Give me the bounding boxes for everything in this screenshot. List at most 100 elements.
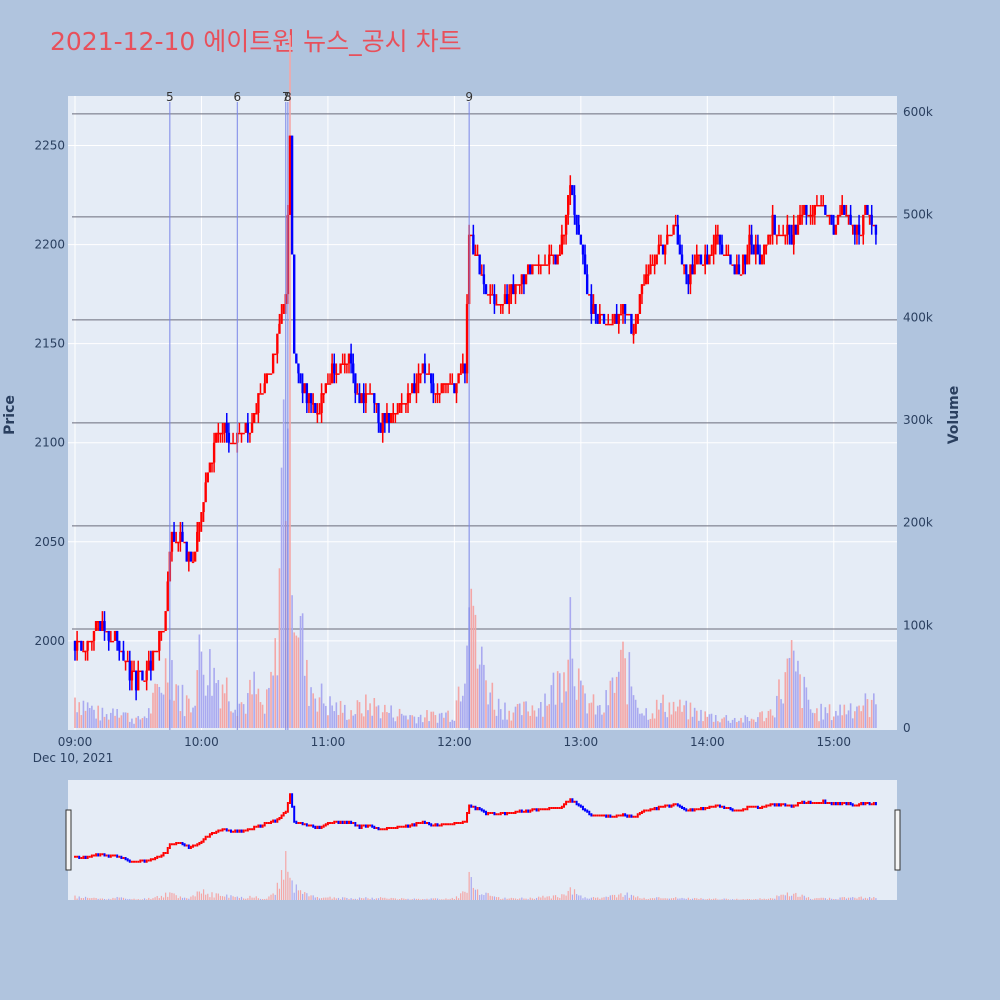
- volume-bar: [91, 705, 93, 728]
- rangeslider-volume: [331, 898, 333, 900]
- candle-body: [320, 393, 323, 413]
- volume-bar: [206, 685, 209, 728]
- volume-bar: [818, 721, 820, 728]
- rangeslider-volume: [548, 896, 550, 900]
- candle-body: [478, 254, 481, 275]
- volume-bar: [303, 675, 306, 728]
- candle-body: [82, 650, 85, 653]
- candle-body: [803, 204, 806, 215]
- rangeslider-volume: [761, 899, 763, 900]
- rangeslider-volume: [344, 897, 346, 900]
- rangeslider-volume: [495, 897, 498, 900]
- volume-bar: [295, 635, 298, 728]
- rangeslider-volume: [554, 895, 557, 900]
- rangeslider-volume: [717, 899, 719, 900]
- volume-bar: [607, 705, 610, 728]
- rangeslider-volume: [388, 898, 390, 900]
- rangeslider-volume: [508, 898, 510, 900]
- rangeslider-volume: [645, 899, 647, 900]
- candle-body: [337, 373, 340, 375]
- candle-body: [274, 353, 277, 356]
- rangeslider-volume: [578, 895, 580, 900]
- volume-bar: [270, 671, 272, 728]
- candle-body: [470, 234, 473, 237]
- rangeslider-volume: [746, 898, 748, 900]
- rangeslider-volume: [514, 898, 517, 900]
- volume-bar: [152, 692, 154, 728]
- candle-body: [322, 393, 325, 395]
- rangeslider-volume: [432, 898, 434, 900]
- volume-bar: [792, 650, 795, 728]
- rangeslider-volume: [557, 897, 559, 900]
- volume-bar: [141, 718, 144, 728]
- candle-body: [375, 403, 378, 405]
- candle-body: [695, 254, 698, 265]
- candle-body: [661, 244, 665, 255]
- candle-body: [362, 393, 365, 404]
- candle-body: [240, 432, 243, 435]
- volume-bar: [421, 722, 424, 728]
- candle-body: [189, 551, 193, 562]
- candle-body: [162, 630, 165, 633]
- candle-body: [153, 650, 157, 653]
- rangeslider-volume: [152, 898, 154, 900]
- volume-bar: [786, 658, 789, 728]
- candle-body: [402, 403, 405, 405]
- candle-body: [763, 244, 766, 255]
- rangeslider-volume: [430, 898, 432, 900]
- candle-body: [343, 363, 346, 365]
- candle-body: [727, 254, 730, 256]
- rangeslider-volume: [506, 898, 508, 900]
- rangeslider-handle-left[interactable]: [65, 809, 72, 871]
- candle-body: [556, 254, 559, 265]
- candle-body: [815, 204, 819, 207]
- rangeslider-volume: [422, 898, 424, 900]
- rangeslider-volume: [552, 895, 555, 900]
- volume-bar: [866, 699, 869, 728]
- rangeslider-volume: [308, 896, 310, 900]
- candle-body: [257, 393, 260, 413]
- volume-bar: [329, 696, 331, 728]
- rangeslider-volume: [828, 897, 831, 900]
- volume-bar: [99, 720, 102, 728]
- volume-bar: [634, 699, 637, 728]
- rangeslider-volume: [217, 893, 219, 900]
- candle-body: [392, 413, 395, 415]
- candle-body: [548, 254, 551, 265]
- rangeslider-volume: [683, 898, 685, 900]
- volume-bar: [474, 614, 477, 728]
- candle-body: [569, 185, 572, 196]
- volume-bar: [162, 694, 165, 728]
- volume-bar: [797, 660, 799, 728]
- candle-body: [459, 373, 462, 375]
- rangeslider-volume: [793, 893, 795, 900]
- candle-body: [779, 234, 783, 237]
- volume-bar: [605, 690, 607, 728]
- candle-body: [872, 224, 876, 227]
- volume-bar: [759, 712, 761, 728]
- candle-body: [722, 254, 726, 256]
- rangeslider-handle-right[interactable]: [894, 809, 901, 871]
- volume-bar: [687, 719, 690, 728]
- volume-bar: [641, 713, 643, 728]
- volume-bar: [681, 711, 683, 728]
- rangeslider-volume: [205, 894, 207, 900]
- volume-bar: [523, 701, 525, 728]
- candle-body: [756, 244, 760, 255]
- volume-bar: [232, 712, 234, 728]
- volume-bar: [457, 686, 460, 728]
- rangeslider-volume: [681, 897, 683, 900]
- candle-body: [687, 274, 690, 285]
- rangeslider-volume: [270, 894, 272, 900]
- rangeslider-volume: [666, 898, 668, 900]
- candle-body: [430, 373, 433, 384]
- candle-body: [84, 650, 87, 653]
- volume-bar: [497, 698, 500, 728]
- rangeslider-area: [68, 780, 897, 900]
- rangeslider-volume: [820, 897, 822, 900]
- candle-body: [708, 254, 711, 265]
- volume-bar: [299, 615, 302, 728]
- candle-body: [200, 512, 203, 522]
- volume-bar: [316, 711, 319, 728]
- candle-body: [231, 442, 235, 445]
